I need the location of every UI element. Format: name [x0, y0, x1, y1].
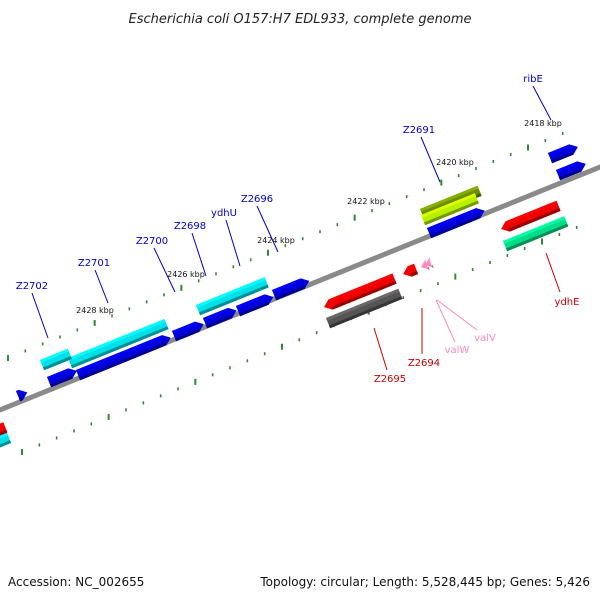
leader-line-ribE: [532, 85, 552, 121]
leader-line-valV: [436, 299, 478, 331]
map-title: Escherichia coli O157:H7 EDL933, complet…: [129, 12, 472, 27]
gene-Z2698-bar: [236, 294, 274, 317]
gene-ydhE-green-bar: [503, 216, 569, 252]
gene-label-Z2695[interactable]: Z2695: [374, 374, 406, 385]
gene-label-Z2702[interactable]: Z2702: [16, 281, 48, 292]
leader-line-ydhU: [225, 219, 241, 267]
leader-line-Z2695: [373, 327, 388, 371]
gene-Z2691-bar: [427, 208, 485, 239]
kbp-label: 2418 kbp: [524, 119, 562, 128]
gene-label-ydhE[interactable]: ydhE: [555, 297, 580, 308]
gene-label-Z2700[interactable]: Z2700: [136, 236, 168, 247]
gene-ydhE-bar: [501, 200, 561, 232]
leader-line-Z2701: [94, 269, 109, 304]
gene-ydhU-bar: [203, 307, 237, 329]
gene-Z2695-red-bar: [324, 273, 397, 310]
gene-valV-bar: [425, 257, 434, 268]
gene-Z2691-lime-bar: [421, 193, 479, 226]
gene-bar: [16, 389, 28, 402]
gene-bar: [0, 422, 8, 436]
gene-label-Z2694[interactable]: Z2694: [408, 358, 440, 369]
leader-line-Z2702: [31, 292, 49, 339]
leader-line-Z2698: [191, 232, 207, 277]
gene-Z2700-bar: [272, 278, 310, 301]
gene-Z2701-bar: [68, 318, 169, 369]
genome-summary: Topology: circular; Length: 5,528,445 bp…: [259, 575, 590, 589]
gene-ribE-bar: [548, 144, 578, 164]
leader-line-Z2691: [420, 136, 441, 183]
gene-Z2695-bar: [326, 288, 403, 329]
gene-Z2702-bar: [40, 348, 72, 371]
gene-label-Z2691[interactable]: Z2691: [403, 125, 435, 136]
kbp-label: 2426 kbp: [167, 270, 205, 279]
kbp-label: 2420 kbp: [436, 158, 474, 167]
leader-line-ydhE: [545, 252, 561, 293]
tick-marks-inner: [21, 225, 578, 455]
gene-Z2702-blue-bar: [47, 368, 77, 388]
position-labels: 2418 kbp 2420 kbp 2422 kbp 2424 kbp 2426 kbp…: [76, 119, 562, 315]
kbp-label: 2424 kbp: [257, 236, 295, 245]
accession-label: Accession: NC_002655: [8, 575, 144, 589]
leader-line-Z2700: [153, 247, 176, 293]
gene-bar: [556, 161, 586, 181]
gene-label-valW[interactable]: valW: [445, 345, 470, 356]
gene-features: [0, 144, 586, 448]
gene-bar: [76, 335, 171, 381]
gene-label-Z2696[interactable]: Z2696: [241, 194, 273, 205]
gene-Z2696-bar: [196, 277, 269, 316]
gene-label-ydhU[interactable]: ydhU: [211, 208, 237, 219]
gene-Z2694-bar: [403, 263, 419, 277]
gene-label-Z2698[interactable]: Z2698: [174, 221, 206, 232]
leader-line-Z2696: [256, 205, 279, 253]
gene-label-Z2701[interactable]: Z2701: [78, 258, 110, 269]
gene-bar: [0, 432, 12, 448]
gene-Z2701-small-bar: [172, 321, 204, 342]
gene-labels: ribE Z2691 Z2696 ydhU Z2698 Z2700 Z2701 Z2702 yd…: [16, 74, 580, 385]
label-leader-lines: [31, 85, 561, 371]
gene-label-valV[interactable]: valV: [474, 333, 496, 344]
kbp-label: 2428 kbp: [76, 306, 114, 315]
leader-line-valW: [435, 299, 456, 343]
kbp-label: 2422 kbp: [347, 197, 385, 206]
tick-marks-outer: [7, 131, 564, 361]
gene-label-ribE[interactable]: ribE: [523, 74, 543, 85]
